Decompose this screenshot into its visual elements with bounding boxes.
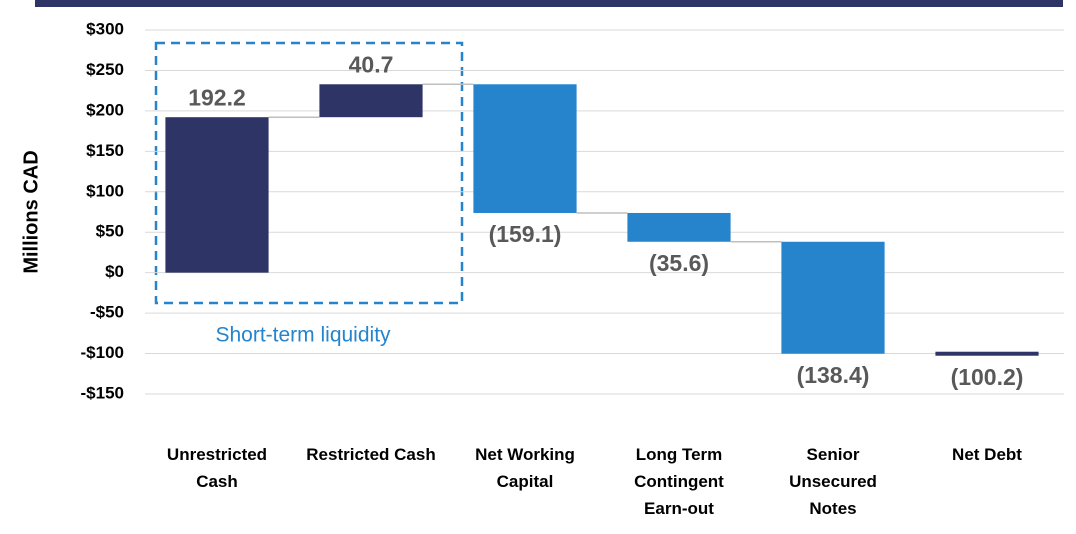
value-label: (138.4): [797, 362, 870, 388]
bar: [473, 84, 577, 213]
bar: [319, 84, 423, 118]
y-tick-label: -$150: [81, 383, 124, 402]
value-label: 40.7: [349, 51, 394, 77]
value-label: (35.6): [649, 250, 709, 276]
y-tick-label: $300: [86, 19, 124, 38]
bar: [781, 241, 885, 354]
y-tick-label: $0: [105, 262, 124, 281]
annotation: Short-term liquidity: [215, 324, 391, 347]
x-tick-label: Restricted Cash: [306, 445, 436, 464]
y-tick-label: $250: [86, 60, 124, 79]
bar: [165, 117, 269, 273]
x-tick-label: Long Term Contingent Earn-out: [634, 445, 724, 518]
header-bar: [35, 0, 1063, 7]
annotation-box: [154, 41, 464, 305]
value-label: (159.1): [489, 221, 562, 247]
y-tick-label: -$50: [90, 303, 124, 322]
y-axis-label: Millions CAD: [20, 150, 42, 273]
bar: [627, 212, 731, 242]
bar: [935, 351, 1039, 356]
value-label: 192.2: [188, 84, 246, 110]
x-tick-label: Unrestricted Cash: [166, 445, 268, 491]
y-tick-label: $100: [86, 181, 124, 200]
y-tick-label: $150: [86, 141, 124, 160]
x-tick-label: Senior Unsecured Notes: [789, 445, 877, 518]
y-tick-label: $200: [86, 100, 124, 119]
value-label: (100.2): [951, 364, 1024, 390]
y-tick-label: -$100: [81, 343, 124, 362]
x-tick-label: Net Debt: [952, 445, 1022, 464]
x-tick-label: Net Working Capital: [475, 445, 575, 491]
y-tick-label: $50: [96, 222, 124, 241]
